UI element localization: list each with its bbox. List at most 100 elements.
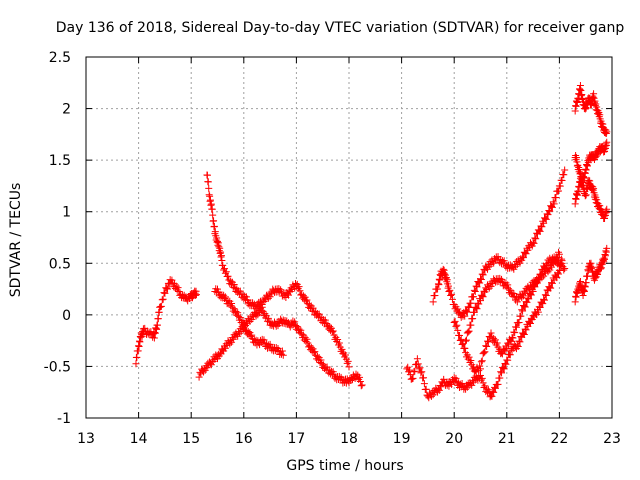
data-point xyxy=(168,276,176,284)
data-point xyxy=(505,285,513,293)
data-point xyxy=(268,322,276,330)
data-point xyxy=(295,325,303,333)
data-point xyxy=(463,329,471,337)
data-point xyxy=(304,300,312,308)
data-point xyxy=(472,282,480,290)
data-point xyxy=(214,285,221,293)
data-point xyxy=(477,275,484,283)
data-point xyxy=(162,284,170,292)
data-point xyxy=(242,293,250,301)
data-point xyxy=(318,314,326,322)
data-point xyxy=(529,288,537,296)
data-point xyxy=(540,219,548,227)
data-point xyxy=(538,274,546,282)
data-point xyxy=(214,289,222,297)
data-point xyxy=(519,330,527,338)
data-point xyxy=(534,308,542,316)
data-point xyxy=(307,343,315,351)
data-point xyxy=(467,299,475,307)
data-point xyxy=(477,372,484,380)
data-point xyxy=(539,300,547,308)
data-point xyxy=(149,333,157,341)
data-point xyxy=(435,386,443,394)
data-point xyxy=(209,211,217,219)
data-point xyxy=(221,344,229,352)
data-point xyxy=(272,343,280,351)
data-point xyxy=(490,334,498,342)
data-point xyxy=(488,333,496,341)
data-point xyxy=(461,312,469,320)
data-point xyxy=(404,363,412,371)
data-point xyxy=(329,368,337,376)
data-point xyxy=(481,382,489,390)
data-point xyxy=(544,211,552,219)
data-point xyxy=(249,335,257,343)
data-point xyxy=(266,293,274,301)
data-point xyxy=(277,350,285,358)
data-point xyxy=(207,361,215,369)
data-point xyxy=(463,308,471,316)
data-points xyxy=(132,81,611,402)
data-point xyxy=(338,345,346,353)
data-point xyxy=(133,353,141,361)
data-point xyxy=(479,271,487,279)
data-point xyxy=(464,328,472,336)
data-point xyxy=(540,214,548,222)
gridlines xyxy=(86,57,612,418)
y-tick-label: 0.5 xyxy=(49,256,71,272)
data-point xyxy=(510,289,518,297)
data-point xyxy=(490,259,498,267)
data-point xyxy=(479,379,487,387)
data-point xyxy=(235,312,243,320)
data-point xyxy=(582,279,590,287)
data-point xyxy=(312,308,320,316)
data-point xyxy=(344,357,352,365)
data-point xyxy=(406,371,414,379)
data-point xyxy=(157,302,165,310)
data-point xyxy=(488,392,496,400)
data-point xyxy=(491,336,499,344)
data-point xyxy=(356,373,364,381)
data-point xyxy=(241,292,249,300)
data-point xyxy=(515,337,523,345)
data-point xyxy=(180,291,188,299)
data-point xyxy=(477,376,485,384)
data-point xyxy=(292,280,300,288)
data-point xyxy=(450,374,458,382)
data-point xyxy=(484,386,492,394)
data-point xyxy=(523,298,531,306)
axes: 13 14 15 16 17 18 19 20 21 22 23 -1 -0.5 0 0.5 1 1.5 2 2.5 xyxy=(44,50,621,447)
data-point xyxy=(532,235,540,243)
x-tick-label: 13 xyxy=(77,431,95,447)
data-point xyxy=(221,293,229,301)
data-point xyxy=(199,368,207,376)
data-point xyxy=(472,304,480,312)
data-point xyxy=(462,307,470,315)
data-point xyxy=(519,292,527,300)
data-point xyxy=(540,295,548,303)
data-point xyxy=(548,203,556,211)
data-point xyxy=(551,258,559,266)
data-point xyxy=(476,279,484,287)
data-point xyxy=(530,239,538,247)
data-point xyxy=(503,344,511,352)
data-point xyxy=(465,327,473,335)
data-point xyxy=(455,331,463,339)
data-point xyxy=(280,292,288,300)
data-point xyxy=(220,291,228,299)
data-point xyxy=(447,291,455,299)
data-point xyxy=(526,320,534,328)
data-point xyxy=(534,226,542,234)
data-point xyxy=(507,337,515,345)
data-point xyxy=(502,360,510,368)
data-point xyxy=(230,281,238,289)
data-point xyxy=(172,282,180,290)
data-point xyxy=(516,338,524,346)
data-point xyxy=(163,284,171,292)
data-point xyxy=(499,364,507,372)
data-point xyxy=(475,367,483,375)
data-point xyxy=(548,263,556,271)
data-point xyxy=(317,356,325,364)
data-point xyxy=(490,388,498,396)
series-track-10 xyxy=(571,138,611,186)
